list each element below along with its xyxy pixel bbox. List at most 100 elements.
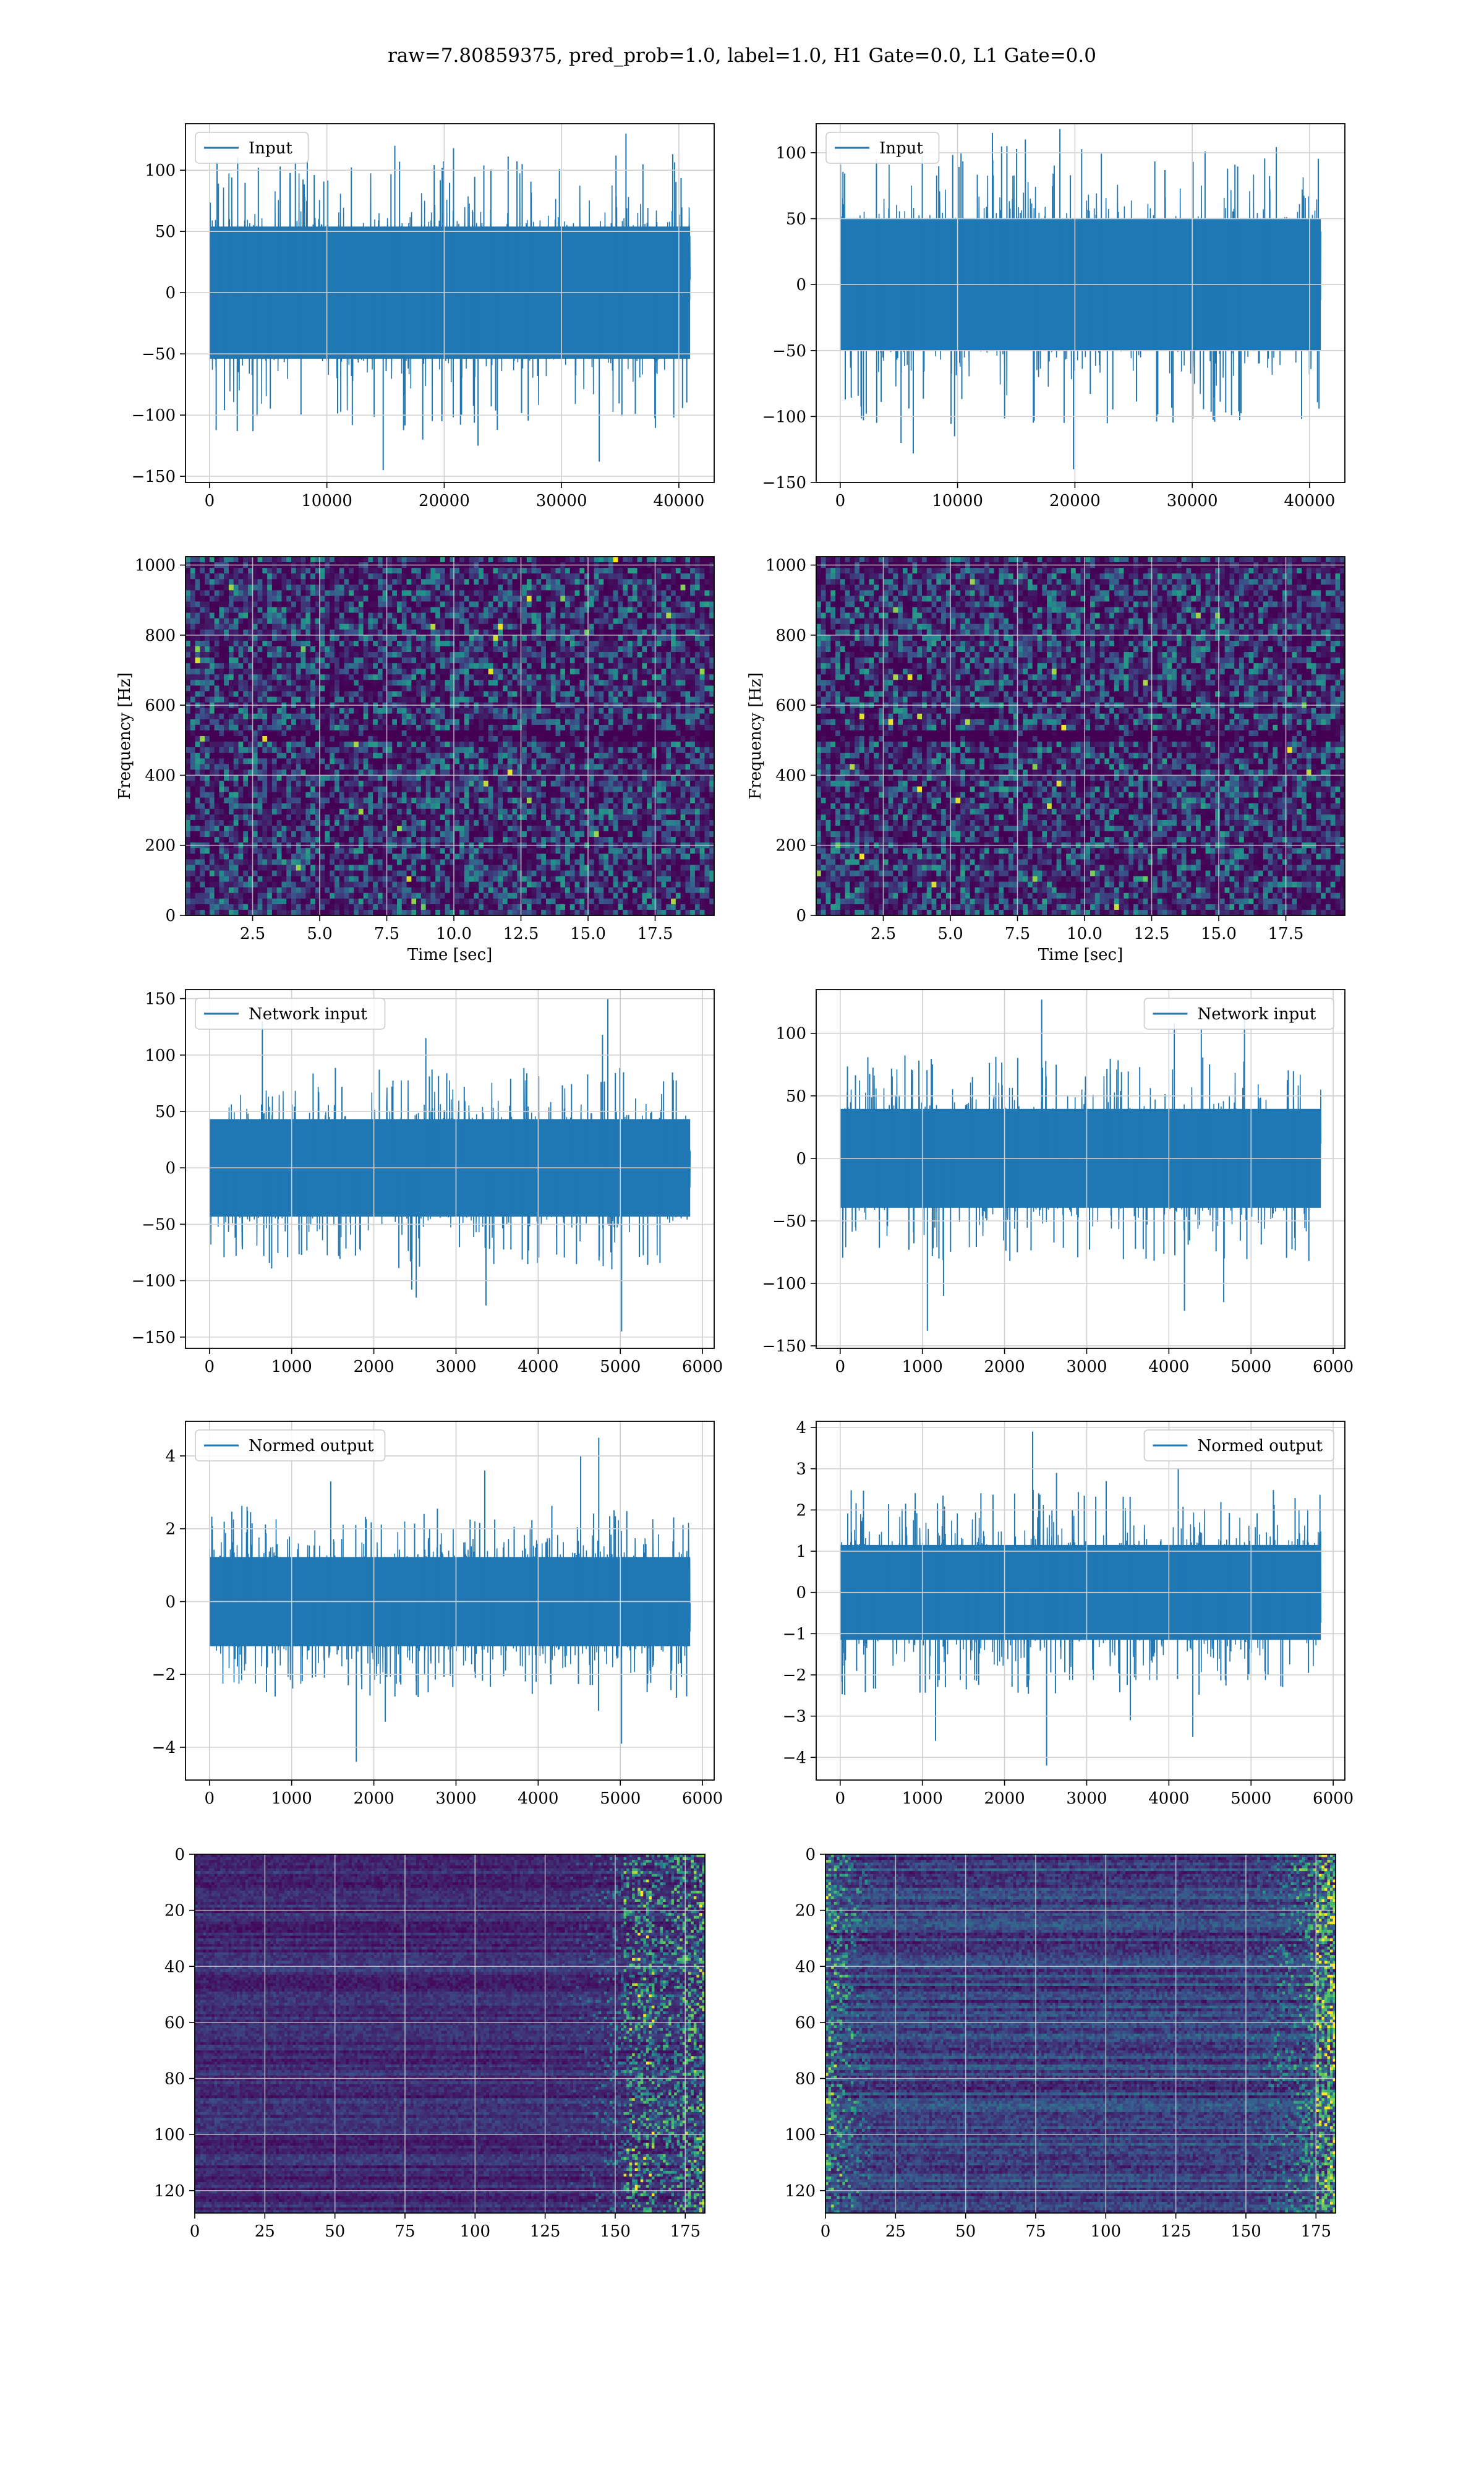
spec-h1-cell <box>239 747 244 753</box>
spec-h1-cell <box>234 584 239 591</box>
spec-h1-cell <box>320 618 325 625</box>
spec-h1-cell <box>359 646 364 653</box>
spec-h1-cell <box>633 669 638 675</box>
spec-h1-cell <box>186 618 190 625</box>
spec-h1-cell <box>215 685 220 691</box>
spec-h1-cell <box>426 725 431 731</box>
spec-h1-cell <box>325 736 330 742</box>
spec-h1-cell <box>215 613 220 619</box>
spec-h1-cell <box>454 607 459 614</box>
spec-h1-cell <box>229 630 234 636</box>
spec-h1-cell <box>469 781 474 787</box>
spec-h1-cell <box>522 674 527 680</box>
spec-h1-cell <box>440 775 445 781</box>
spec-h1-cell <box>224 573 229 580</box>
spec-h1-cell <box>508 573 513 580</box>
spec-h1-cell <box>267 669 272 675</box>
spec-h1-cell <box>623 792 628 798</box>
spec-h1-cell <box>695 674 700 680</box>
spec-h1-cell <box>219 725 224 731</box>
spec-h1-cell <box>402 719 407 726</box>
spec-h1-cell <box>613 568 618 574</box>
spec-h1-cell <box>700 792 705 798</box>
spec-h1-cell <box>411 781 416 787</box>
spec-h1-cell <box>186 630 190 636</box>
spec-h1-cell <box>445 607 450 614</box>
spec-h1-cell <box>657 787 662 793</box>
spec-h1-cell <box>479 792 484 798</box>
spec-h1-cell <box>527 573 532 580</box>
spec-h1-cell <box>474 573 479 580</box>
spec-h1-cell <box>700 596 705 602</box>
spec-h1-cell <box>243 730 248 737</box>
spec-h1-cell <box>657 557 662 563</box>
spec-h1-cell <box>320 641 325 647</box>
spec-h1-cell <box>416 742 421 748</box>
spec-h1-cell <box>546 775 551 781</box>
spec-h1-cell <box>210 680 215 686</box>
spec-h1-cell <box>272 730 277 737</box>
spec-h1-cell <box>186 769 190 776</box>
spec-h1-cell <box>272 618 277 625</box>
spec-h1-cell <box>638 758 642 764</box>
spec-h1-cell <box>378 607 383 614</box>
spec-h1-cell <box>234 652 239 658</box>
spec-h1-cell <box>392 787 397 793</box>
spec-h1-cell <box>195 641 200 647</box>
spec-h1-cell <box>277 775 282 781</box>
spec-h1-cell <box>474 669 479 675</box>
spec-h1-cell <box>546 747 551 753</box>
spec-h1-cell <box>325 641 330 647</box>
spec-h1-cell <box>426 663 431 669</box>
spec-h1-cell <box>435 663 440 669</box>
spec-h1-cell <box>190 798 195 804</box>
spec-h1-cell <box>474 641 479 647</box>
spec-h1-cell <box>253 618 258 625</box>
spec-h1-cell <box>267 646 272 653</box>
spec-h1-cell <box>647 674 652 680</box>
spec-h1-cell <box>445 787 450 793</box>
spec-h1-cell <box>229 747 234 753</box>
spec-h1-cell <box>339 657 344 664</box>
spec-h1-cell <box>647 708 652 714</box>
spec-h1-cell <box>484 557 488 563</box>
spec-h1-cell <box>589 725 594 731</box>
spec-h1-cell <box>430 602 435 608</box>
spec-h1-cell <box>224 646 229 653</box>
spec-h1-cell <box>445 584 450 591</box>
spec-h1-cell <box>454 624 459 630</box>
spec-h1-cell <box>556 742 561 748</box>
spec-h1-cell <box>459 573 464 580</box>
spec-h1-cell <box>584 607 589 614</box>
spec-h1-cell <box>397 685 402 691</box>
spec-h1-cell <box>570 680 575 686</box>
spec-h1-cell <box>546 584 551 591</box>
spec-h1-cell <box>296 657 301 664</box>
spec-h1-cell <box>464 792 469 798</box>
spec-h1-cell <box>503 657 508 664</box>
spec-h1-cell <box>364 652 369 658</box>
spec-h1-cell <box>652 584 657 591</box>
spec-h1-cell <box>638 669 642 675</box>
spec-h1-cell <box>430 730 435 737</box>
spec-h1-cell <box>532 607 537 614</box>
spec-h1-cell <box>638 613 642 619</box>
spec-h1-cell <box>517 602 522 608</box>
spec-h1-cell <box>359 607 364 614</box>
spec-h1-cell <box>224 669 229 675</box>
spec-h1-cell <box>253 630 258 636</box>
spec-h1-cell <box>589 663 594 669</box>
spec-h1-cell <box>411 708 416 714</box>
spec-h1-cell <box>239 753 244 759</box>
spec-h1-cell <box>291 792 296 798</box>
spec-h1-cell <box>364 613 369 619</box>
spec-h1-cell <box>364 568 369 574</box>
spec-h1-cell <box>613 691 618 698</box>
spec-h1-cell <box>219 568 224 574</box>
spec-h1-cell <box>262 584 267 591</box>
spec-h1-cell <box>426 685 431 691</box>
spec-h1-cell <box>565 792 570 798</box>
spec-h1-cell <box>186 719 190 726</box>
spec-h1-cell <box>253 635 258 641</box>
spec-h1-cell <box>267 719 272 726</box>
